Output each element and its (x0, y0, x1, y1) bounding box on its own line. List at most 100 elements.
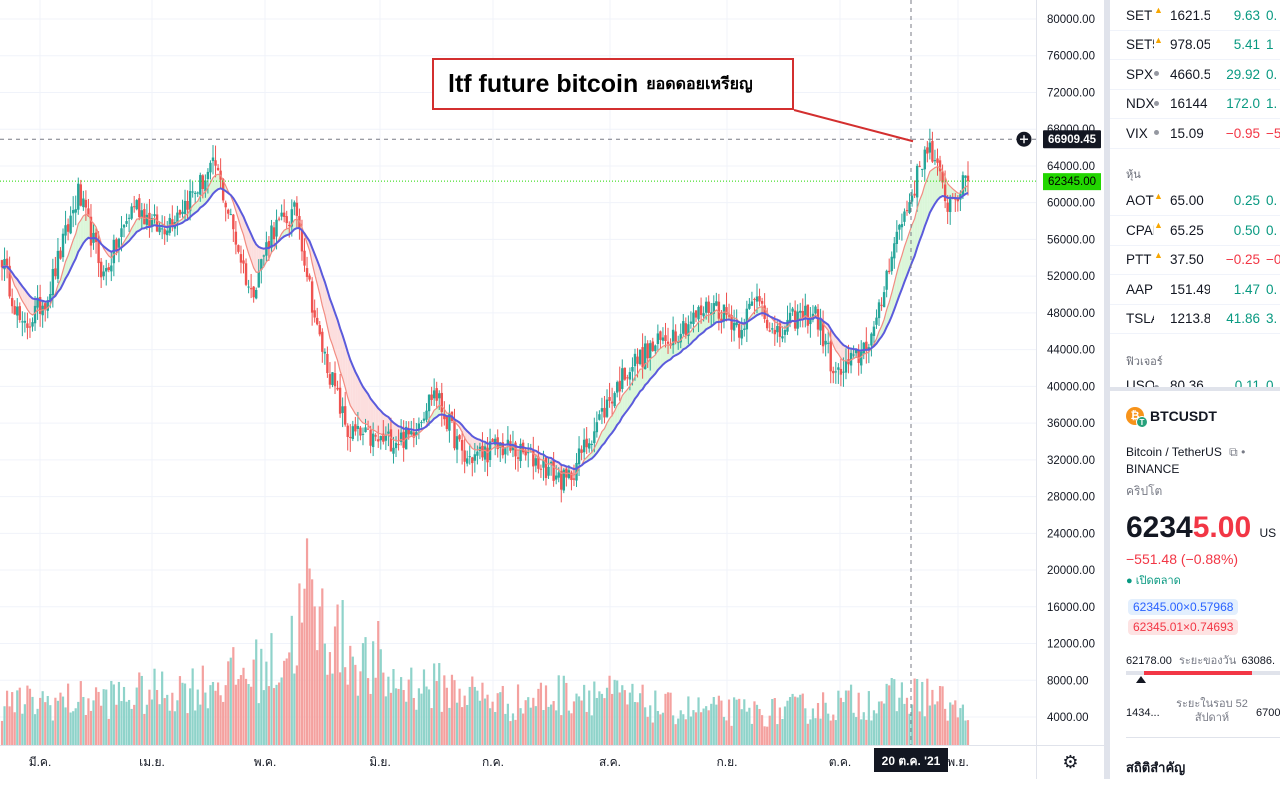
volume-bar (372, 641, 375, 745)
ema-cloud-segment (248, 228, 252, 261)
watchlist-row-ptt[interactable]: PTT▲ 37.50 −0.25 −0. (1110, 246, 1280, 275)
volume-bar (811, 708, 815, 745)
candle-body (623, 367, 627, 380)
candle-body (427, 394, 431, 412)
candle-body (18, 306, 21, 321)
candle-body (448, 413, 451, 431)
volume-bar (773, 698, 776, 745)
candle-body (196, 192, 199, 194)
pane-divider[interactable] (1104, 0, 1110, 779)
volume-bar (148, 689, 151, 745)
volume-bar (412, 697, 415, 745)
candle-body (346, 425, 349, 437)
time-tick-label: ส.ค. (599, 755, 621, 769)
ema-cloud-segment (78, 220, 81, 252)
ema-cloud-segment (370, 398, 374, 430)
candle-body (10, 298, 14, 307)
candle-body (412, 432, 416, 438)
candle-body (900, 224, 904, 228)
volume-bar (79, 681, 82, 745)
watchlist-row-usoil[interactable]: USOIL 80.36 0.11 0. (1110, 374, 1280, 388)
candle-body (115, 239, 118, 251)
volume-bar (877, 701, 881, 745)
candle-body (227, 209, 230, 214)
watchlist-row-ndx[interactable]: NDX 16144 172.0 1. (1110, 90, 1280, 119)
candle-body (252, 286, 255, 298)
volume-bar (120, 701, 123, 745)
watchlist-change-pct: 0. (1266, 222, 1278, 238)
chart-pane[interactable]: ltf future bitcoin ยอดดอยเหรียญ (0, 0, 1036, 745)
watchlist-change-pct: 0. (1266, 7, 1278, 23)
volume-bar (72, 711, 75, 745)
watchlist-row-tsla[interactable]: TSLA 1213.8 41.86 3. (1110, 305, 1280, 334)
candle-body (875, 317, 878, 325)
watchlist-change: 29.92 (1226, 66, 1260, 82)
volume-bar (557, 675, 560, 745)
volume-bar (905, 697, 909, 745)
candle-body (755, 296, 759, 302)
candle-body (417, 423, 421, 430)
ema-cloud-segment (73, 233, 76, 264)
watchlist-row-set[interactable]: SET ▲ 1621.5 9.63 0. (1110, 1, 1280, 31)
watchlist-section-futures[interactable]: ฟิวเจอร์ (1126, 356, 1163, 368)
candle-body (743, 328, 746, 330)
annotation-box[interactable]: ltf future bitcoin ยอดดอยเหรียญ (432, 58, 794, 110)
volume-bar (458, 688, 461, 745)
volume-bar (847, 690, 850, 745)
price-tick-label: 32000.00 (1047, 455, 1095, 467)
watchlist-row-cpall[interactable]: CPALL▲ 65.25 0.50 0. (1110, 216, 1280, 246)
right-sidebar: SET▲1621.59.630.SET50▲978.055.411SPX4660… (1110, 0, 1280, 779)
volume-bar (684, 719, 687, 745)
day-range-bar (1126, 671, 1280, 683)
candle-body (771, 328, 774, 330)
volume-bar (125, 701, 128, 745)
volume-bar (888, 685, 891, 745)
volume-bar (262, 690, 265, 745)
ema-cloud-segment (759, 306, 763, 314)
volume-bar (628, 692, 631, 745)
watchlist-row-set50[interactable]: SET50▲ 978.05 5.41 1 (1110, 31, 1280, 60)
watchlist-row-aot[interactable]: AOT ▲ 65.00 0.25 0. (1110, 187, 1280, 216)
volume-bar (918, 711, 921, 745)
ema-cloud-segment (347, 352, 351, 406)
candle-body (613, 393, 616, 407)
volume-bar (577, 696, 581, 745)
ema-cloud-segment (678, 340, 681, 355)
watchlist: SET▲1621.59.630.SET50▲978.055.411SPX4660… (1110, 0, 1280, 388)
price-chart[interactable] (0, 0, 1036, 745)
volume-bar (463, 695, 466, 745)
watchlist-change-pct: 0. (1266, 66, 1278, 82)
watchlist-section-stocks[interactable]: หุ้น (1126, 168, 1141, 181)
volume-bar (229, 657, 232, 745)
volume-bar (265, 661, 268, 745)
w52-high: 6700 (1256, 707, 1280, 719)
candle-body (679, 333, 682, 343)
watchlist-row-aapl[interactable]: AAPL 151.49 1.47 0. (1110, 275, 1280, 305)
candle-body (361, 433, 365, 435)
details-symbol[interactable]: ₿ T BTCUSDT (1126, 407, 1217, 428)
candle-body (420, 422, 423, 424)
volume-bar (852, 712, 855, 745)
ema-cloud-segment (670, 342, 674, 360)
candle-body (519, 443, 522, 462)
volume-bar (476, 690, 479, 745)
candle-body (720, 318, 723, 322)
ema-cloud-segment (467, 431, 470, 445)
price-axis[interactable]: 80000.00 76000.00 72000.00 68000.00 64000.00… (1036, 0, 1104, 745)
watchlist-row-spx[interactable]: SPX 4660.5 29.92 0. (1110, 60, 1280, 90)
chart-settings-gear-icon[interactable]: ⚙ (1036, 745, 1104, 779)
ema-cloud-segment (368, 393, 371, 430)
watchlist-row-vix[interactable]: VIX 15.09 −0.95 −5. (1110, 119, 1280, 149)
volume-bar (506, 703, 509, 745)
candle-body (949, 197, 952, 213)
external-link-icon[interactable]: ⧉ (1229, 445, 1238, 459)
candle-body (890, 256, 893, 272)
candle-body (343, 406, 347, 425)
time-axis[interactable]: มี.ค. เม.ย. พ.ค. มิ.ย. ก.ค. ส.ค. ก.ย. ต.ค. พ.ย. 2… (0, 745, 1036, 779)
watchlist-last: 65.25 (1170, 222, 1204, 238)
volume-bar (748, 707, 751, 745)
candle-body (275, 219, 278, 237)
volume-bar (822, 692, 825, 745)
watchlist-change-pct: 1 (1266, 37, 1274, 53)
volume-bar (239, 675, 243, 745)
